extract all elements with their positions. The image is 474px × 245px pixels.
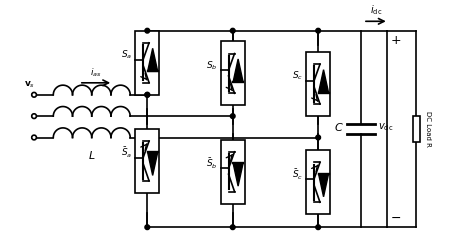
Text: $S_a$: $S_a$: [121, 49, 132, 61]
Polygon shape: [147, 48, 158, 71]
Text: $C$: $C$: [334, 121, 344, 133]
Bar: [306, 52, 330, 116]
Bar: [135, 129, 159, 193]
Circle shape: [230, 225, 235, 230]
Polygon shape: [319, 174, 328, 197]
Text: $i_{as}$: $i_{as}$: [90, 67, 102, 79]
Circle shape: [145, 225, 150, 230]
Text: $S_c$: $S_c$: [292, 70, 303, 82]
Text: $L$: $L$: [88, 149, 95, 161]
Text: $+$: $+$: [390, 34, 401, 47]
Text: $\mathbf{v}_s$: $\mathbf{v}_s$: [24, 79, 35, 90]
Circle shape: [316, 135, 320, 140]
Polygon shape: [319, 70, 328, 93]
Text: $\bar{S}_b$: $\bar{S}_b$: [206, 157, 218, 171]
Circle shape: [230, 28, 235, 33]
Text: $-$: $-$: [390, 211, 401, 224]
Text: $i_{\mathrm{dc}}$: $i_{\mathrm{dc}}$: [370, 3, 382, 17]
Bar: [306, 150, 330, 214]
Polygon shape: [233, 163, 243, 186]
Bar: [135, 31, 159, 95]
Circle shape: [145, 28, 150, 33]
Polygon shape: [233, 59, 243, 82]
Circle shape: [316, 225, 320, 230]
Circle shape: [145, 92, 150, 97]
Bar: [412, 116, 420, 142]
Circle shape: [316, 28, 320, 33]
Text: $S_b$: $S_b$: [206, 59, 218, 72]
Text: $v_{\mathrm{dc}}$: $v_{\mathrm{dc}}$: [378, 121, 393, 133]
Circle shape: [145, 92, 150, 97]
Polygon shape: [147, 152, 158, 175]
Text: $\mathbf{v}_r$: $\mathbf{v}_r$: [134, 79, 145, 90]
Text: $\bar{S}_c$: $\bar{S}_c$: [292, 167, 303, 182]
Bar: [221, 41, 245, 105]
Bar: [221, 140, 245, 204]
Text: $\bar{S}_a$: $\bar{S}_a$: [120, 146, 132, 160]
Text: DC Load R: DC Load R: [425, 111, 431, 147]
Circle shape: [230, 114, 235, 119]
